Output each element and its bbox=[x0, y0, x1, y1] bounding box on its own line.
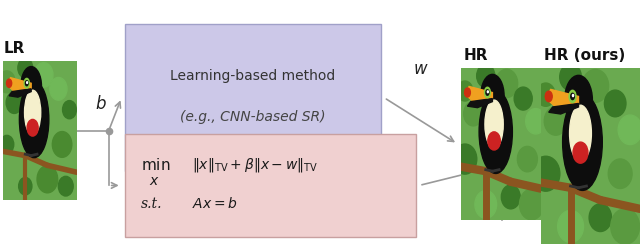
FancyBboxPatch shape bbox=[125, 24, 381, 171]
Text: $w$: $w$ bbox=[413, 61, 429, 78]
Text: HR: HR bbox=[464, 49, 488, 63]
Text: $b$: $b$ bbox=[95, 95, 107, 113]
Text: Learning-based method: Learning-based method bbox=[170, 69, 335, 83]
Text: $\|x\|_{\mathrm{TV}} + \beta\|x - w\|_{\mathrm{TV}}$: $\|x\|_{\mathrm{TV}} + \beta\|x - w\|_{\… bbox=[192, 156, 318, 174]
Text: $\min$: $\min$ bbox=[141, 157, 170, 173]
Text: LR: LR bbox=[3, 41, 24, 56]
Text: $x$: $x$ bbox=[149, 174, 159, 188]
Text: (e.g., CNN-based SR): (e.g., CNN-based SR) bbox=[180, 110, 326, 124]
Text: s.t.: s.t. bbox=[141, 197, 163, 211]
Text: HR (ours): HR (ours) bbox=[544, 49, 625, 63]
Text: $Ax = b$: $Ax = b$ bbox=[192, 196, 237, 211]
FancyBboxPatch shape bbox=[125, 134, 416, 237]
Text: $\widehat{x}$: $\widehat{x}$ bbox=[471, 147, 486, 166]
